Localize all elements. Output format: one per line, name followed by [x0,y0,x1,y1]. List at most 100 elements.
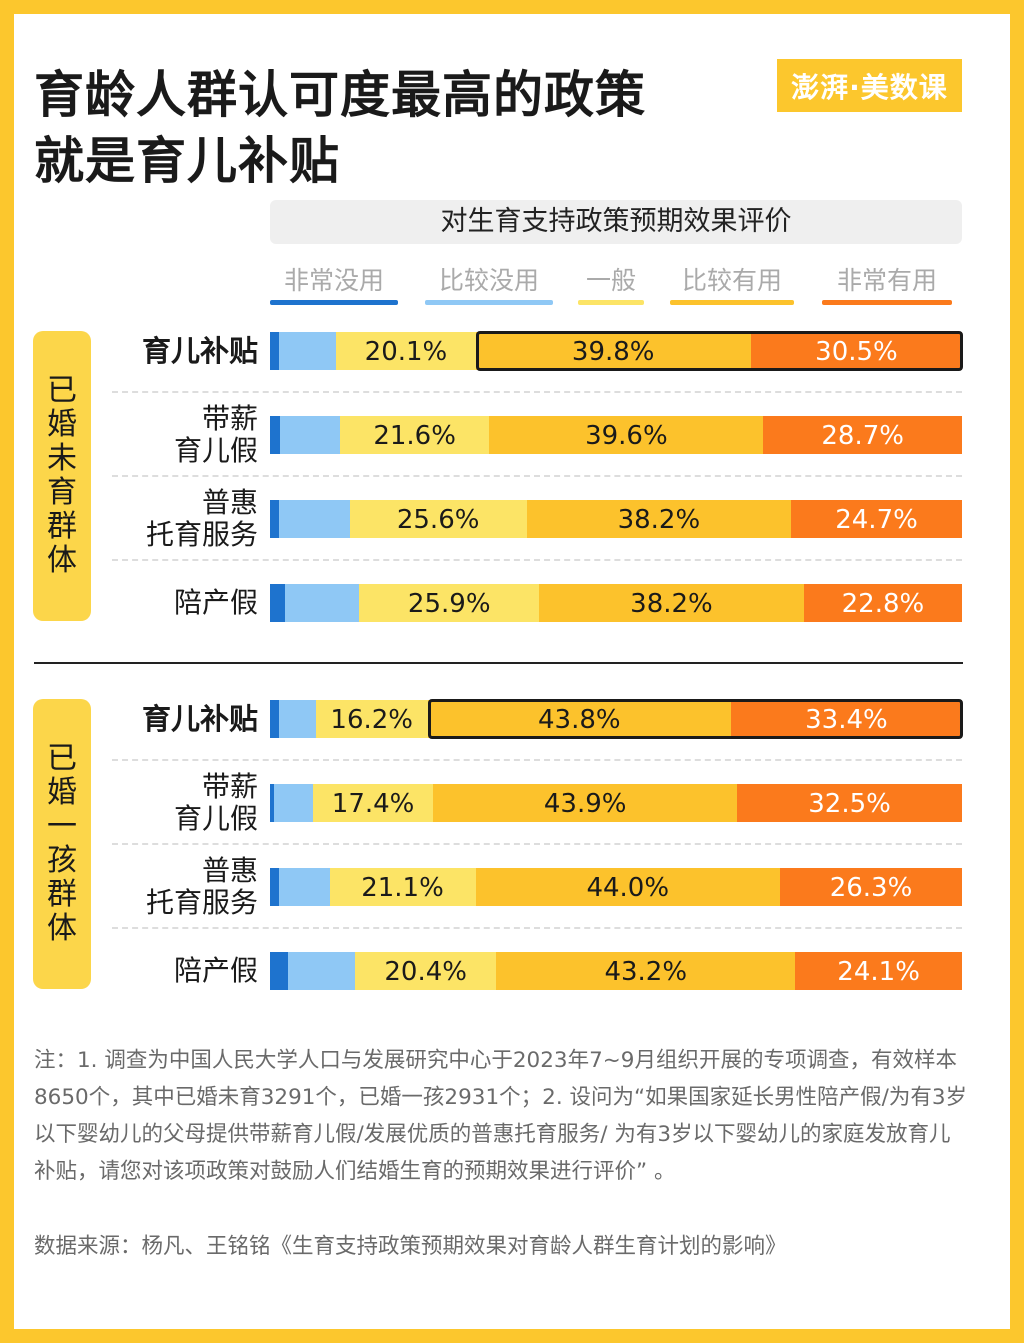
legend-item-somewhat-useful: 比较有用 [670,264,794,305]
legend-label: 非常没用 [283,266,384,295]
legend-label: 比较没用 [438,266,539,295]
bar-segment-very-useless [270,784,275,822]
bar-segment-somewhat-useless [278,868,330,906]
bar-segment-very-useless [270,500,279,538]
bar-segment-somewhat-useless [278,332,337,370]
category-label-line: 育儿假 [173,802,258,835]
category-label: 带薪 育儿假 [100,403,258,467]
bar-segment-somewhat-useful [539,584,804,622]
bar-segment-neutral [315,700,428,738]
bar-segment-very-useless [270,416,281,454]
bar-segment-very-useless [270,584,285,622]
bar-segment-somewhat-useful [489,416,764,454]
category-label-line: 普惠 [201,854,258,887]
group-label-char: 已 [47,741,77,776]
bar-segment-somewhat-useful [526,500,792,538]
category-label: 陪产假 [100,587,258,619]
category-label-line: 陪产假 [173,954,258,987]
bar-segment-neutral [349,500,527,538]
group-label-char: 婚 [47,775,77,810]
legend-item-somewhat-useless: 比较没用 [425,264,553,305]
bar-segment-somewhat-useless [278,700,316,738]
group-label-char: 婚 [47,407,77,442]
row-separator [112,391,962,393]
bar-segment-somewhat-useless [280,416,340,454]
legend-swatch [822,300,952,305]
highlight-box [475,331,963,371]
legend-item-very-useless: 非常没用 [270,264,398,305]
group-label-char: 群 [47,877,77,912]
group-label-1: 已婚未育群体 [33,331,91,621]
category-label: 育儿补贴 [100,335,258,367]
category-label-line: 育儿假 [173,434,258,467]
category-label: 育儿补贴 [100,703,258,735]
category-label-line: 托育服务 [145,518,258,551]
bar-segment-neutral [329,868,476,906]
category-label: 带薪 育儿假 [100,771,258,835]
category-label-line: 育儿补贴 [141,334,258,368]
bar-segment-somewhat-useless [278,500,350,538]
bar-segment-very-useful [763,416,962,454]
brand-logo: 澎湃·美数课 [777,59,962,112]
legend-label: 比较有用 [681,266,782,295]
bar-segment-very-useful [730,700,962,738]
category-label: 普惠 托育服务 [100,487,258,551]
group-label-char: 一 [47,809,77,844]
category-label-line: 普惠 [201,486,258,519]
bar-segment-somewhat-useful [496,952,796,990]
bar-segment-somewhat-useful [433,784,738,822]
bar-segment-very-useful [737,784,962,822]
bar-segment-very-useful [750,332,962,370]
bar-segment-neutral [312,784,434,822]
category-label-line: 育儿补贴 [141,702,258,736]
bar-segment-neutral [355,952,497,990]
data-source: 数据来源：杨凡、王铭铭《生育支持政策预期效果对育龄人群生育计划的影响》 [34,1234,787,1259]
title-line-2: 就是育儿补贴 [34,132,340,190]
bar-segment-somewhat-useless [287,952,356,990]
legend-swatch [270,300,398,305]
category-label: 陪产假 [100,955,258,987]
bar-segment-neutral [359,584,540,622]
row-separator [112,759,962,761]
bar-segment-very-useful [791,500,962,538]
legend-swatch [578,300,644,305]
bar-segment-very-useless [270,332,279,370]
group-label-char: 群 [47,509,77,544]
group-label-char: 体 [47,543,77,578]
bar-segment-very-useful [795,952,962,990]
bar-segment-very-useful [803,584,962,622]
legend-label: 非常有用 [836,266,937,295]
bar-segment-somewhat-useful [427,700,731,738]
group-label-char: 已 [47,373,77,408]
group-label-char: 育 [47,475,77,510]
row-separator [112,475,962,477]
category-label-line: 带薪 [201,402,258,435]
category-label-line: 带薪 [201,770,258,803]
category-label: 普惠 托育服务 [100,855,258,919]
group-label-char: 孩 [47,843,77,878]
bar-segment-very-useful [780,868,962,906]
legend-swatch [425,300,553,305]
legend-label: 一般 [585,266,636,295]
bar-segment-neutral [339,416,490,454]
group-label-char: 未 [47,441,77,476]
bar-segment-very-useless [270,700,279,738]
chart-title: 对生育支持政策预期效果评价 [270,200,962,244]
title-line-1: 育龄人群认可度最高的政策 [34,66,646,124]
footnote: 注：1. 调查为中国人民大学人口与发展研究中心于2023年7~9月组织开展的专项… [34,1048,968,1184]
bar-segment-very-useless [270,952,288,990]
group-label-2: 已婚一孩群体 [33,699,91,989]
category-label-line: 陪产假 [173,586,258,619]
section-divider [34,662,963,664]
row-separator [112,843,962,845]
bar-segment-very-useless [270,868,279,906]
legend-swatch [670,300,794,305]
row-separator [112,559,962,561]
bar-segment-somewhat-useful [475,332,751,370]
highlight-box [427,699,963,739]
bar-segment-somewhat-useless [274,784,313,822]
row-separator [112,927,962,929]
bar-segment-neutral [336,332,476,370]
bar-segment-somewhat-useless [284,584,360,622]
page-title: 育龄人群认可度最高的政策 就是育儿补贴 [34,62,646,194]
